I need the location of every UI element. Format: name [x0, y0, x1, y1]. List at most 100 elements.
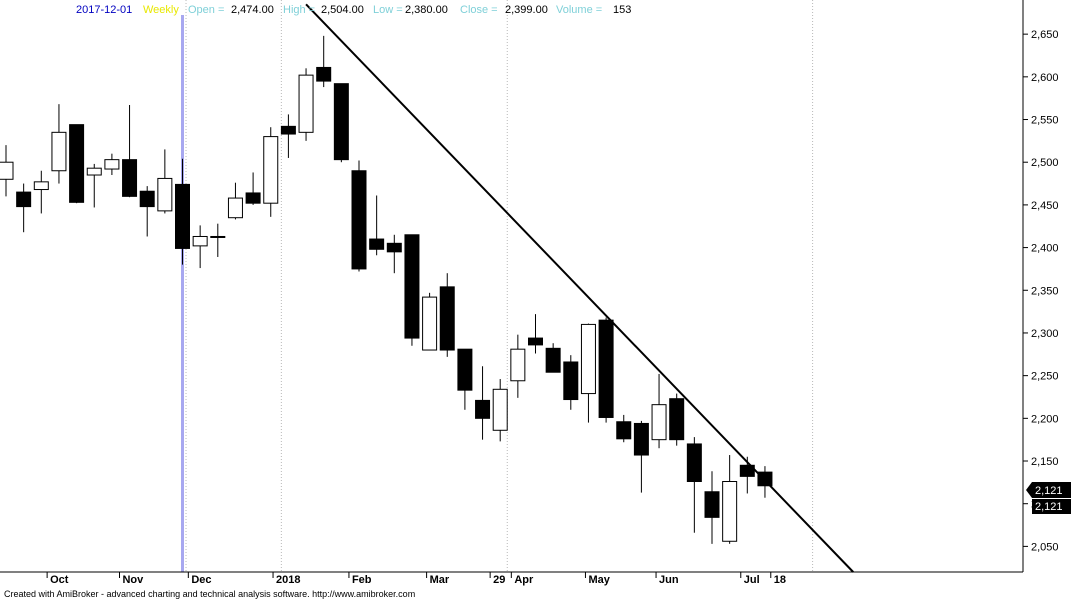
info-high-value: 2,504.00 [321, 4, 364, 16]
candle [704, 471, 720, 544]
candle-body [528, 337, 543, 346]
candle [386, 234, 402, 274]
candle [528, 314, 543, 354]
candle [157, 149, 173, 214]
info-period: Weekly [143, 4, 179, 16]
candle-body [227, 197, 243, 219]
candle [422, 292, 438, 351]
candle-body [669, 398, 685, 441]
trend-layer [305, 3, 854, 573]
candle [210, 223, 226, 257]
candle [651, 373, 667, 449]
info-low-value: 2,380.00 [405, 4, 448, 16]
y-tick-label: 2,450 [1031, 200, 1059, 212]
candle-layer [0, 35, 773, 544]
candle-body [192, 235, 208, 247]
candle-body [263, 136, 279, 204]
candle-body [316, 66, 332, 82]
info-close-label: Close = [460, 4, 498, 16]
info-high-label: High = [283, 4, 315, 16]
y-tick-label: 2,250 [1031, 371, 1059, 383]
candle [139, 186, 155, 237]
candle [51, 104, 67, 184]
price-badge-upper-shape [1026, 482, 1071, 498]
candle [0, 145, 14, 197]
candle-body [369, 238, 385, 250]
candle-body [386, 242, 402, 253]
x-tick-label: Nov [122, 574, 144, 586]
candle-body [210, 235, 226, 238]
candle-body [739, 464, 755, 477]
candle-body [475, 399, 491, 419]
candle-body [722, 481, 738, 542]
candle [316, 35, 332, 88]
candle-body [351, 170, 367, 270]
candle [245, 172, 261, 205]
candle-body [492, 388, 508, 431]
candle [510, 334, 526, 398]
candle-body [280, 125, 296, 135]
candle [351, 160, 367, 272]
candle-body [51, 131, 67, 172]
x-tick-label: Dec [191, 574, 211, 586]
price-badges: 2,121 2,121 [1026, 482, 1071, 514]
candle-body [139, 190, 155, 208]
candle-body [704, 491, 720, 518]
candle [192, 225, 208, 269]
info-open-value: 2,474.00 [231, 4, 274, 16]
candle [475, 366, 491, 440]
y-tick-label: 2,650 [1031, 29, 1059, 41]
candle [280, 114, 296, 158]
candle-body [175, 183, 190, 249]
x-tick-label: 2018 [276, 574, 300, 586]
candle [580, 323, 596, 423]
info-date: 2017-12-01 [76, 4, 132, 16]
candle [122, 105, 138, 198]
x-tick-label: Oct [50, 574, 69, 586]
price-badge-upper: 2,121 [1035, 485, 1063, 497]
candle-body [422, 296, 438, 351]
y-tick-label: 2,300 [1031, 328, 1059, 340]
candle [457, 348, 473, 410]
candle-body [651, 404, 667, 441]
x-tick-label: Jul [744, 574, 760, 586]
candle-body [563, 361, 579, 401]
candle [404, 234, 420, 346]
candle [439, 273, 455, 357]
candle [86, 163, 102, 208]
candle [669, 393, 685, 446]
candle [598, 317, 614, 423]
candle [369, 195, 385, 256]
candle-body [245, 192, 261, 204]
candle [545, 343, 561, 373]
info-volume-label: Volume = [556, 4, 602, 16]
info-low-label: Low = [373, 4, 403, 16]
candle-body [457, 348, 473, 391]
candle-body [598, 319, 614, 418]
grid-layer [185, 0, 814, 572]
candle [104, 153, 120, 176]
candle-body [86, 167, 102, 176]
x-tick-label: Mar [430, 574, 450, 586]
candle-body [298, 74, 314, 133]
x-tick-label: Apr [514, 574, 534, 586]
candle [33, 170, 49, 214]
candle-body [16, 191, 32, 208]
candle-body [545, 347, 561, 373]
y-tick-label: 2,350 [1031, 285, 1059, 297]
candle [492, 379, 508, 442]
y-tick-label: 2,050 [1031, 541, 1059, 553]
candle-body [33, 181, 49, 191]
x-tick-label: May [588, 574, 610, 586]
candle [298, 68, 314, 141]
candle [686, 437, 702, 533]
y-tick-label: 2,400 [1031, 243, 1059, 255]
candle-body [122, 159, 138, 197]
candle-body [333, 83, 349, 161]
candle [263, 127, 279, 217]
info-open-label: Open = [188, 4, 224, 16]
y-tick-label: 2,200 [1031, 413, 1059, 425]
candle [333, 83, 349, 163]
candle-body [404, 234, 420, 339]
